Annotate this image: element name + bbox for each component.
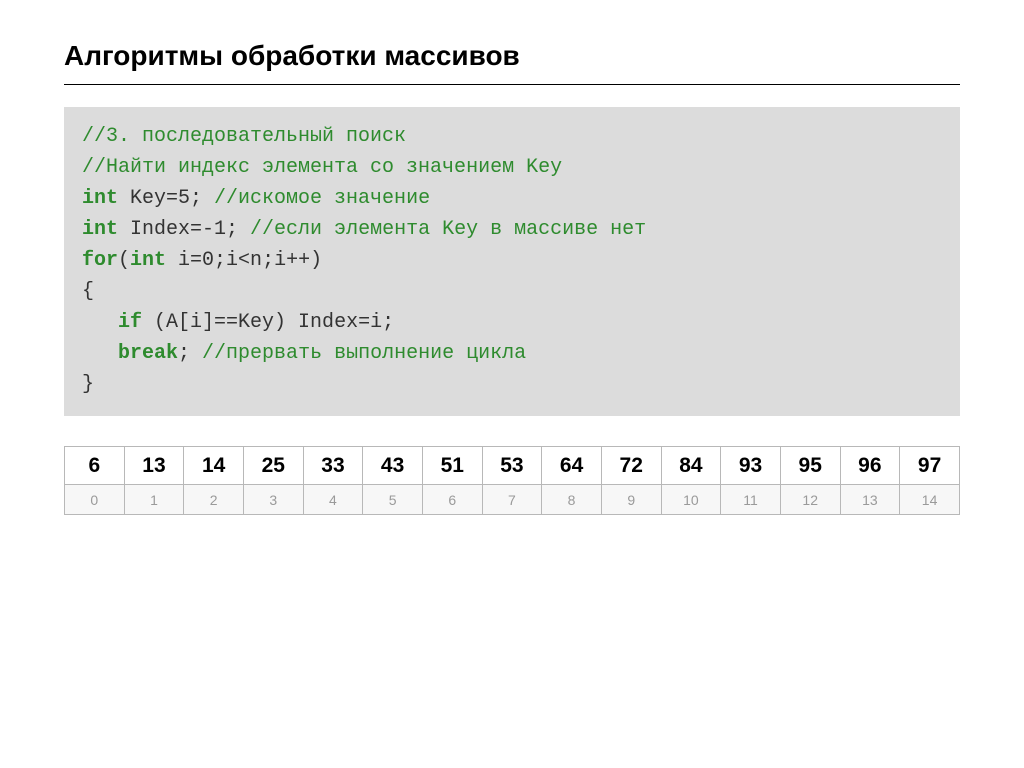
array-index-cell: 12 xyxy=(780,485,840,515)
code-token-comment: //если элемента Key в массиве нет xyxy=(250,218,646,241)
code-token-comment: //прервать выполнение цикла xyxy=(202,342,526,365)
array-value-cell: 53 xyxy=(482,447,542,485)
code-token-keyword: int xyxy=(82,187,118,210)
array-value-cell: 25 xyxy=(243,447,303,485)
code-token-plain: ( xyxy=(118,249,130,272)
array-index-cell: 6 xyxy=(422,485,482,515)
array-value-cell: 6 xyxy=(65,447,125,485)
code-token-keyword: int xyxy=(82,218,118,241)
code-line: } xyxy=(82,369,942,400)
array-values-row: 61314253343515364728493959697 xyxy=(65,447,960,485)
code-line: if (A[i]==Key) Index=i; xyxy=(82,307,942,338)
array-index-cell: 2 xyxy=(184,485,244,515)
array-value-cell: 33 xyxy=(303,447,363,485)
code-token-plain: ; xyxy=(178,342,202,365)
code-line: //Найти индекс элемента со значением Key xyxy=(82,152,942,183)
array-index-cell: 11 xyxy=(721,485,781,515)
array-value-cell: 13 xyxy=(124,447,184,485)
code-line: for(int i=0;i<n;i++) xyxy=(82,245,942,276)
array-index-cell: 1 xyxy=(124,485,184,515)
array-index-cell: 7 xyxy=(482,485,542,515)
code-token-plain: Index=-1; xyxy=(118,218,250,241)
code-line: int Key=5; //искомое значение xyxy=(82,183,942,214)
array-index-cell: 10 xyxy=(661,485,721,515)
array-indices-row: 01234567891011121314 xyxy=(65,485,960,515)
array-value-cell: 84 xyxy=(661,447,721,485)
array-index-cell: 13 xyxy=(840,485,900,515)
code-token-keyword: break xyxy=(118,342,178,365)
code-token-plain: (A[i]==Key) Index=i; xyxy=(142,311,394,334)
array-value-cell: 64 xyxy=(542,447,602,485)
code-token-comment: //искомое значение xyxy=(214,187,430,210)
array-value-cell: 96 xyxy=(840,447,900,485)
code-token-comment: //3. последовательный поиск xyxy=(82,125,406,148)
array-index-cell: 4 xyxy=(303,485,363,515)
array-value-cell: 51 xyxy=(422,447,482,485)
page-title: Алгоритмы обработки массивов xyxy=(64,40,960,85)
code-line: int Index=-1; //если элемента Key в масс… xyxy=(82,214,942,245)
array-value-cell: 97 xyxy=(900,447,960,485)
array-table: 61314253343515364728493959697 0123456789… xyxy=(64,446,960,515)
code-line: { xyxy=(82,276,942,307)
array-value-cell: 93 xyxy=(721,447,781,485)
code-token-plain: Key=5; xyxy=(118,187,214,210)
code-token-plain xyxy=(82,311,118,334)
code-token-plain xyxy=(82,342,118,365)
code-token-plain: { xyxy=(82,280,94,303)
array-index-cell: 9 xyxy=(601,485,661,515)
code-line: break; //прервать выполнение цикла xyxy=(82,338,942,369)
code-token-keyword: int xyxy=(130,249,166,272)
code-token-comment: //Найти индекс элемента со значением Key xyxy=(82,156,562,179)
array-value-cell: 72 xyxy=(601,447,661,485)
array-index-cell: 8 xyxy=(542,485,602,515)
array-index-cell: 14 xyxy=(900,485,960,515)
array-index-cell: 5 xyxy=(363,485,423,515)
code-line: //3. последовательный поиск xyxy=(82,121,942,152)
array-index-cell: 3 xyxy=(243,485,303,515)
array-value-cell: 14 xyxy=(184,447,244,485)
code-token-keyword: for xyxy=(82,249,118,272)
array-index-cell: 0 xyxy=(65,485,125,515)
code-token-keyword: if xyxy=(118,311,142,334)
code-token-plain: } xyxy=(82,373,94,396)
array-value-cell: 43 xyxy=(363,447,423,485)
array-value-cell: 95 xyxy=(780,447,840,485)
code-block: //3. последовательный поиск //Найти индек… xyxy=(64,107,960,416)
code-token-plain: i=0;i<n;i++) xyxy=(166,249,322,272)
